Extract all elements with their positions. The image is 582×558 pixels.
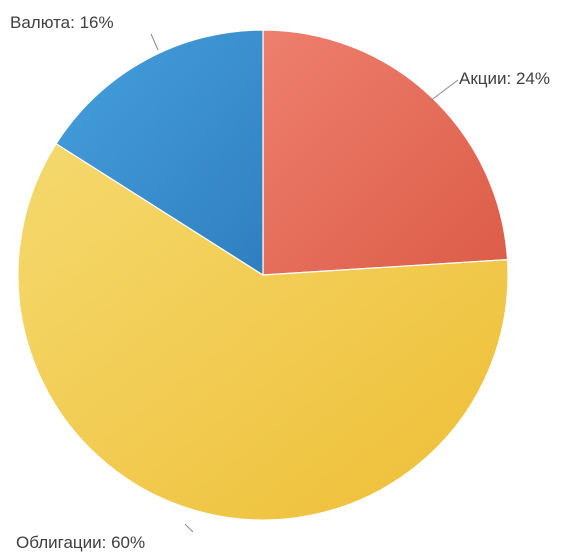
leader-line <box>184 523 194 533</box>
leader-line <box>429 79 459 102</box>
pie-labels: Акции: 24% Облигации: 60% Валюта: 16% <box>10 13 550 552</box>
slice-label: Облигации: 60% <box>16 533 145 552</box>
slice-label: Акции: 24% <box>459 69 550 88</box>
slice-label: Валюта: 16% <box>10 13 114 32</box>
pie-slice-valyuta <box>55 29 264 277</box>
pie-slice-obligacii <box>17 142 509 521</box>
pie-slice-akcii <box>262 29 509 276</box>
pie-slices <box>17 29 509 521</box>
leader-line <box>150 33 159 51</box>
